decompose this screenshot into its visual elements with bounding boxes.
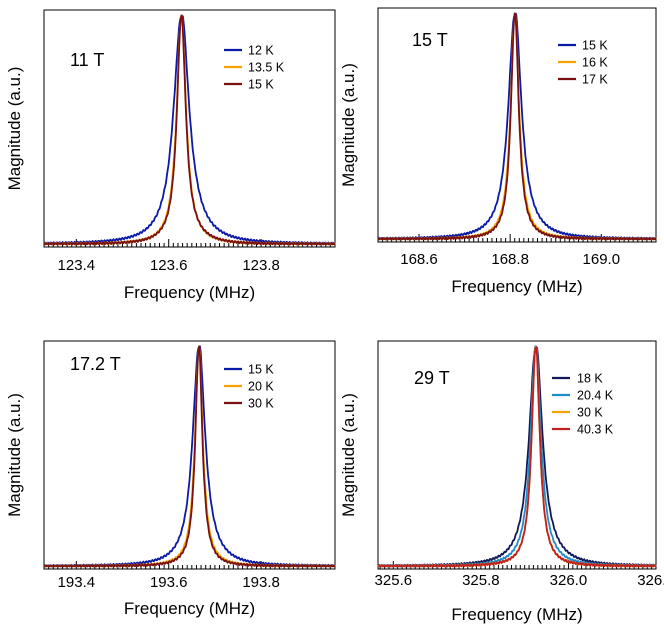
plot-frame: [43, 9, 336, 248]
series-line-12-K: [43, 14, 336, 246]
legend-label: 16 K: [582, 56, 608, 70]
x-tick-label: 326.0: [550, 572, 588, 589]
plot-frame: [377, 7, 657, 243]
x-tick-label: 168.6: [400, 251, 438, 268]
x-tick-label: 168.8: [491, 251, 529, 268]
plot-frame: [43, 340, 336, 570]
x-tick-label: 169.0: [583, 251, 621, 268]
legend: 18 K 20.4 K 30 K 40.3 K: [552, 372, 614, 437]
x-tick-label: 193.8: [242, 574, 280, 591]
legend-label: 13.5 K: [248, 61, 285, 75]
legend-label: 15 K: [248, 78, 274, 92]
series-line-15-K: [43, 14, 336, 246]
x-tick-label: 123.6: [150, 257, 188, 274]
series-line-30-K: [43, 345, 336, 568]
x-tick-label: 193.4: [58, 574, 96, 591]
y-axis-title: Magnitude (a.u.): [5, 393, 24, 517]
x-tick-label: 325.8: [462, 572, 500, 589]
legend: 15 K 20 K 30 K: [224, 363, 274, 411]
legend: 15 K 16 K 17 K: [558, 39, 608, 87]
chart-panel-3: 193.4 193.6 193.8 Frequency (MHz) Magnitude …: [5, 340, 336, 618]
x-tick-label: 193.6: [150, 574, 188, 591]
x-tick-label: 326.2: [637, 572, 664, 589]
field-label: 17.2 T: [70, 354, 121, 374]
x-axis-title: Frequency (MHz): [451, 605, 582, 624]
legend-label: 30 K: [248, 397, 274, 411]
x-tick-label: 123.8: [242, 257, 280, 274]
legend-label: 15 K: [582, 39, 608, 53]
chart-panel-1: 123.4 123.6 123.8 Frequency (MHz) Magnitude …: [5, 9, 336, 302]
field-label: 29 T: [414, 368, 450, 388]
chart-panel-4: 325.6 325.8 326.0 326.2 Frequency (MHz) Magni…: [339, 340, 664, 624]
legend-label: 12 K: [248, 44, 274, 58]
legend-label: 18 K: [577, 372, 603, 386]
y-axis-title: Magnitude (a.u.): [339, 393, 358, 517]
legend-label: 20.4 K: [577, 389, 614, 403]
legend-label: 20 K: [248, 380, 274, 394]
x-tick-label: 325.6: [375, 572, 413, 589]
y-axis-title: Magnitude (a.u.): [339, 63, 358, 187]
x-axis-title: Frequency (MHz): [124, 599, 255, 618]
y-axis-title: Magnitude (a.u.): [5, 67, 24, 191]
legend-label: 40.3 K: [577, 423, 614, 437]
x-tick-label: 123.4: [58, 257, 96, 274]
plot-frame: [377, 340, 657, 570]
x-axis-title: Frequency (MHz): [124, 283, 255, 302]
legend-label: 17 K: [582, 73, 608, 87]
legend-label: 15 K: [248, 363, 274, 377]
x-axis-title: Frequency (MHz): [451, 277, 582, 296]
field-label: 15 T: [412, 30, 448, 50]
series-line-40.3-K: [377, 346, 657, 568]
field-label: 11 T: [70, 50, 104, 70]
legend-label: 30 K: [577, 406, 603, 420]
series-line-17-K: [377, 12, 657, 241]
legend: 12 K 13.5 K 15 K: [224, 44, 285, 92]
